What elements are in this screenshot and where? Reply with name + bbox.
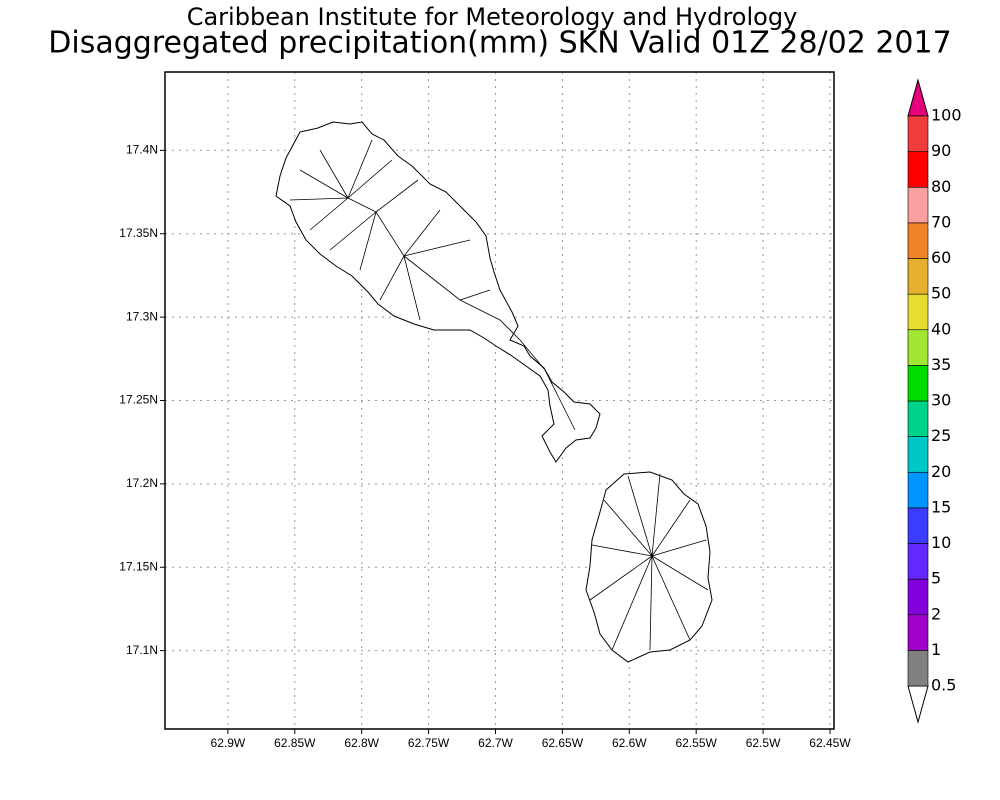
colorbar-box bbox=[907, 115, 929, 152]
colorbar-box bbox=[907, 400, 929, 437]
axis-ticks: 62.9W 62.85W 62.8W 62.75W 62.7W 62.65W 62.6W 62… bbox=[119, 143, 851, 751]
colorbar-box bbox=[907, 365, 929, 402]
colorbar-box bbox=[907, 650, 929, 687]
x-tick-label: 62.55W bbox=[676, 736, 718, 750]
drainage bbox=[289, 139, 576, 431]
subtitle: Disaggregated precipitation(mm) SKN Vali… bbox=[48, 26, 951, 61]
colorbar-label: 2 bbox=[931, 604, 941, 623]
colorbar-label: 100 bbox=[931, 106, 962, 125]
x-tick-label: 62.5W bbox=[746, 736, 781, 750]
colorbar-box bbox=[907, 258, 929, 295]
colorbar-label: 15 bbox=[931, 497, 951, 516]
y-tick-label: 17.35N bbox=[119, 226, 158, 240]
colorbar-label: 35 bbox=[931, 355, 951, 374]
colorbar-label: 25 bbox=[931, 426, 951, 445]
colorbar-label: 20 bbox=[931, 462, 951, 481]
x-tick-label: 62.65W bbox=[542, 736, 584, 750]
colorbar-box bbox=[907, 151, 929, 188]
y-tick-label: 17.1N bbox=[126, 643, 158, 657]
x-tick-label: 62.6W bbox=[612, 736, 647, 750]
colorbar-label: 10 bbox=[931, 533, 951, 552]
colorbar-label: 60 bbox=[931, 248, 951, 267]
nevis bbox=[585, 471, 713, 663]
island-outline bbox=[275, 121, 601, 463]
colorbar-box bbox=[907, 329, 929, 366]
colorbar-box bbox=[907, 578, 929, 616]
colorbar-box bbox=[907, 222, 929, 259]
x-tick-label: 62.45W bbox=[809, 736, 851, 750]
colorbar-under bbox=[907, 685, 929, 724]
title: Caribbean Institute for Meteorology and … bbox=[187, 3, 798, 31]
y-tick-label: 17.2N bbox=[126, 476, 158, 490]
y-tick-label: 17.25N bbox=[119, 393, 158, 407]
colorbar-box bbox=[907, 507, 929, 544]
x-tick-label: 62.9W bbox=[211, 736, 246, 750]
colorbar-label: 1 bbox=[931, 640, 941, 659]
colorbar-box bbox=[907, 614, 929, 651]
colorbar-box bbox=[907, 436, 929, 473]
st-kitts bbox=[275, 121, 601, 463]
colorbar-label: 70 bbox=[931, 212, 951, 231]
y-tick-label: 17.15N bbox=[119, 559, 158, 573]
drainage bbox=[589, 473, 709, 651]
colorbar-label: 5 bbox=[931, 569, 941, 588]
x-tick-label: 62.75W bbox=[408, 736, 450, 750]
colorbar-label: 90 bbox=[931, 141, 951, 160]
colorbar-label: 50 bbox=[931, 284, 951, 303]
colorbar-box bbox=[907, 543, 929, 580]
map-area bbox=[165, 72, 834, 729]
x-tick-label: 62.8W bbox=[344, 736, 379, 750]
island-outline bbox=[585, 471, 713, 663]
colorbar-label: 40 bbox=[931, 319, 951, 338]
colorbar-box bbox=[907, 471, 929, 509]
colorbar-over bbox=[907, 78, 929, 117]
colorbar-box bbox=[907, 186, 929, 224]
colorbar-box bbox=[907, 293, 929, 331]
x-tick-label: 62.7W bbox=[478, 736, 513, 750]
y-tick-label: 17.4N bbox=[126, 143, 158, 157]
colorbar-label: 80 bbox=[931, 177, 951, 196]
x-tick-label: 62.85W bbox=[274, 736, 316, 750]
y-tick-label: 17.3N bbox=[126, 309, 158, 323]
colorbar-label: 30 bbox=[931, 391, 951, 410]
colorbar-label: 0.5 bbox=[931, 676, 956, 695]
